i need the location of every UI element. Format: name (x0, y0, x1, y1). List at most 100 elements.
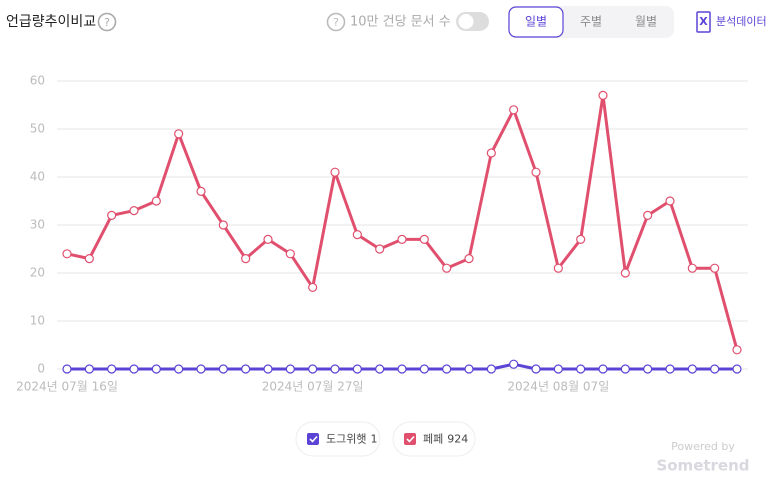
point[interactable] (308, 282, 318, 292)
point[interactable] (687, 364, 697, 374)
point[interactable] (375, 244, 385, 254)
excel-icon[interactable] (696, 11, 711, 33)
point[interactable] (397, 364, 407, 374)
point[interactable] (352, 230, 362, 240)
point[interactable] (107, 364, 117, 374)
help-mark: ? (104, 16, 110, 29)
point[interactable] (397, 234, 407, 244)
point[interactable] (486, 364, 496, 374)
point[interactable] (531, 167, 541, 177)
point[interactable] (732, 364, 742, 374)
brand: Sometrend (656, 457, 749, 475)
y-tick-label: 20 (30, 266, 45, 280)
point[interactable] (263, 364, 273, 374)
tab[interactable]: 주별 (580, 15, 602, 29)
legend-item[interactable] (392, 421, 476, 457)
series-line (66, 93, 739, 351)
toggle-label: 10만 건당 문서 수 (350, 15, 451, 30)
point[interactable] (352, 364, 362, 374)
y-tick-label: 0 (37, 362, 45, 376)
legend-label: 도그위햇 1 (326, 433, 377, 446)
help-icon[interactable] (97, 12, 117, 32)
legend-check (406, 435, 415, 443)
point[interactable] (84, 254, 94, 264)
point[interactable] (84, 364, 94, 374)
point[interactable] (196, 186, 206, 196)
legend-total: 1 (370, 433, 377, 446)
point[interactable] (509, 105, 519, 115)
excel-x: X (699, 15, 708, 28)
point[interactable] (62, 249, 72, 259)
point[interactable] (330, 167, 340, 177)
point[interactable] (576, 364, 586, 374)
point[interactable] (464, 254, 474, 264)
legend-name: 도그위햇 (326, 433, 366, 446)
point[interactable] (218, 220, 228, 230)
point[interactable] (576, 234, 586, 244)
point[interactable] (732, 345, 742, 355)
y-tick-label: 10 (30, 314, 45, 328)
point[interactable] (174, 364, 184, 374)
legend-checkbox[interactable] (307, 433, 319, 445)
tab[interactable]: 월별 (635, 15, 657, 29)
x-tick-label: 2024년 08월 07일 (507, 380, 609, 394)
point[interactable] (285, 249, 295, 259)
x-tick-label: 2024년 07월 27일 (262, 380, 364, 394)
point[interactable] (553, 263, 563, 273)
x-tick-label: 2024년 07월 16일 (16, 380, 118, 394)
legend-item[interactable] (295, 421, 381, 457)
point[interactable] (598, 90, 608, 101)
point[interactable] (665, 364, 675, 374)
point[interactable] (710, 263, 720, 273)
point[interactable] (531, 364, 541, 374)
point[interactable] (643, 364, 653, 374)
point[interactable] (218, 364, 228, 374)
point[interactable] (151, 364, 161, 374)
point[interactable] (464, 364, 474, 374)
point[interactable] (285, 364, 295, 374)
y-tick-label: 60 (30, 74, 45, 88)
point[interactable] (598, 364, 608, 374)
point[interactable] (419, 234, 429, 244)
point[interactable] (486, 148, 496, 158)
toggle-knob (458, 14, 474, 29)
point[interactable] (330, 364, 340, 374)
legend-check (309, 435, 318, 443)
point[interactable] (107, 210, 117, 220)
point[interactable] (196, 364, 206, 374)
point[interactable] (710, 364, 720, 374)
point[interactable] (509, 359, 519, 369)
help-mark: ? (333, 16, 339, 29)
powered-by: Powered by (671, 440, 735, 453)
point[interactable] (419, 364, 429, 374)
tab[interactable]: 일별 (525, 15, 547, 29)
export-link[interactable]: 분석데이터 (716, 15, 766, 28)
legend-checkbox[interactable] (404, 433, 416, 445)
legend-total: 924 (447, 433, 468, 446)
title: 언급량추이비교 (6, 14, 96, 30)
legend-label: 페페 924 (423, 433, 468, 446)
point[interactable] (620, 268, 630, 278)
point[interactable] (620, 364, 630, 374)
point[interactable] (174, 129, 184, 139)
point[interactable] (241, 254, 251, 264)
legend-name: 페페 (423, 433, 443, 446)
point[interactable] (687, 263, 697, 273)
point[interactable] (442, 263, 452, 273)
point[interactable] (665, 196, 675, 206)
point[interactable] (263, 234, 273, 244)
tab-active[interactable] (508, 6, 564, 38)
point[interactable] (129, 206, 139, 216)
point[interactable] (129, 364, 139, 374)
point[interactable] (442, 364, 452, 374)
point[interactable] (62, 364, 72, 374)
point[interactable] (643, 210, 653, 220)
point[interactable] (308, 364, 318, 374)
point[interactable] (553, 364, 563, 374)
y-tick-label: 50 (30, 122, 45, 136)
y-tick-label: 40 (30, 170, 45, 184)
point[interactable] (241, 364, 251, 374)
point[interactable] (375, 364, 385, 374)
point[interactable] (151, 196, 161, 206)
help-icon[interactable] (326, 12, 346, 32)
